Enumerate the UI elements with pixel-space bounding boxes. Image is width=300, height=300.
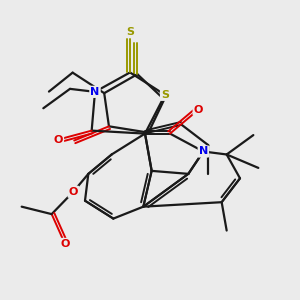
Text: O: O [194,105,203,115]
Text: S: S [126,27,134,37]
Text: N: N [199,146,208,157]
Text: S: S [161,90,169,100]
Text: N: N [90,87,100,97]
Text: O: O [54,135,63,145]
Text: O: O [69,187,78,197]
Text: O: O [60,239,70,249]
